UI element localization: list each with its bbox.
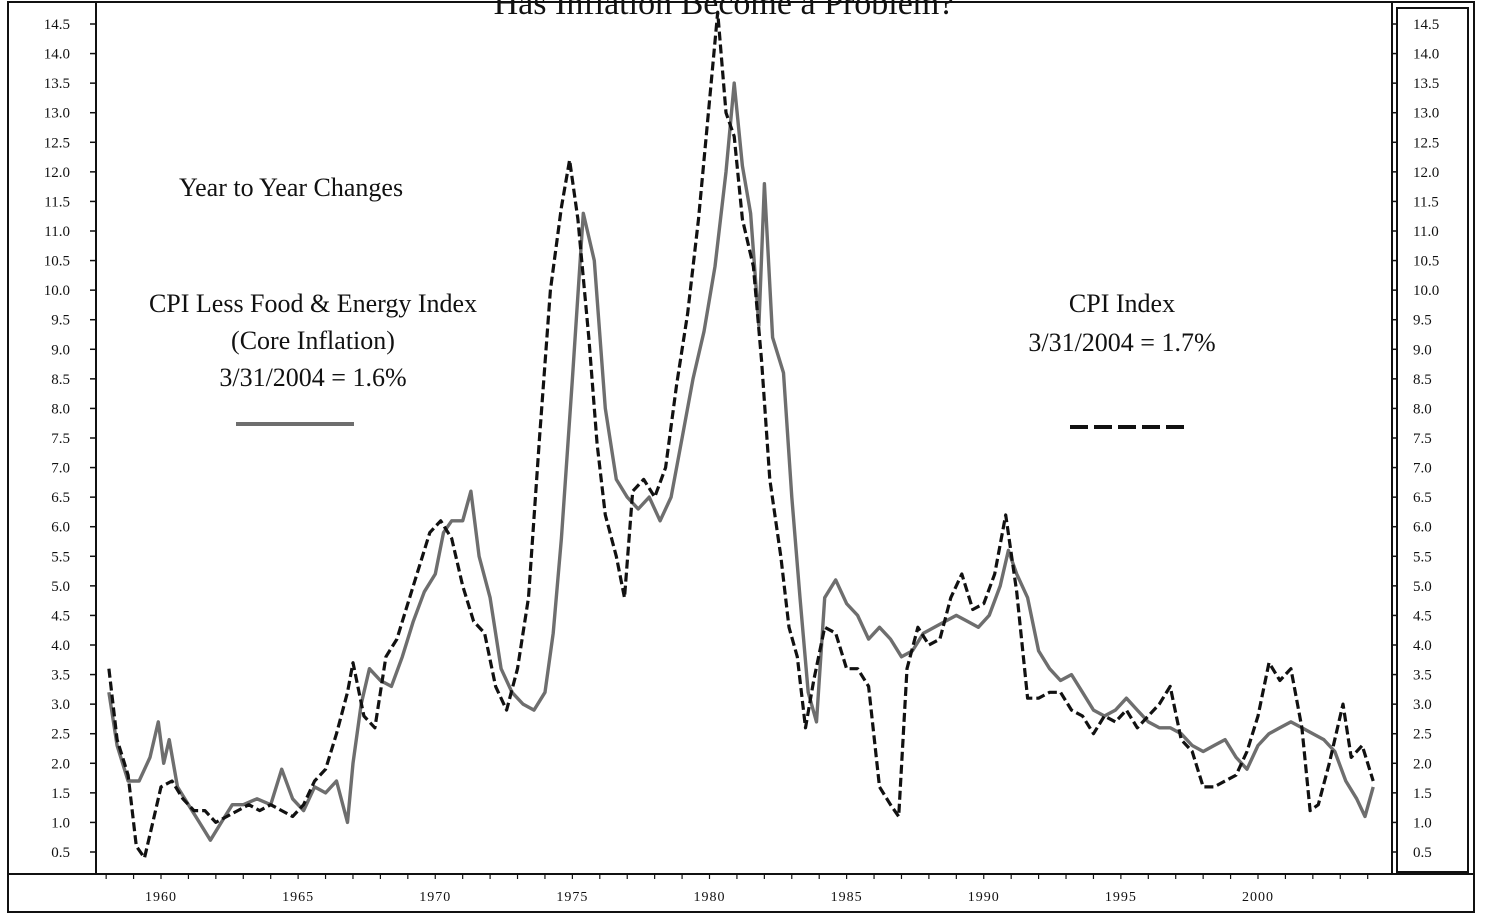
y-left-tick-label: 13.5 [44,76,70,92]
y-left-tick-label: 9.0 [51,342,70,358]
y-left-tick-label: 4.5 [51,608,70,624]
y-right-tick-label: 11.0 [1413,224,1439,240]
x-tick-label: 1960 [145,890,177,905]
y-right-tick-label: 6.0 [1413,520,1432,536]
y-left-tick-label: 4.0 [51,638,70,654]
y-right-tick-label: 5.5 [1413,549,1432,565]
y-right-tick-label: 13.0 [1413,106,1439,122]
annotation-heading: Year to Year Changes [179,173,403,202]
y-axis-right: 14.5 14.0 13.5 13.0 12.5 12.0 11.5 11.0 10.5 10.0… [1392,17,1439,861]
right-axis-box [1396,7,1469,873]
y-right-tick-label: 9.0 [1413,342,1432,358]
x-tick-label: 1985 [831,890,863,905]
y-right-tick-label: 12.5 [1413,135,1439,151]
y-left-tick-label: 3.5 [51,668,70,684]
y-left-tick-label: 14.0 [44,47,70,63]
y-left-tick-label: 6.5 [51,490,70,506]
outer-frame [7,1,1475,913]
y-left-tick-label: 14.5 [44,17,70,33]
y-left-tick-label: 8.5 [51,372,70,388]
y-right-tick-label: 0.5 [1413,845,1432,861]
y-left-tick-label: 2.5 [51,727,70,743]
y-left-tick-label: 11.0 [44,224,70,240]
y-right-tick-label: 11.5 [1413,194,1439,210]
y-left-tick-label: 7.5 [51,431,70,447]
y-right-tick-label: 1.0 [1413,815,1432,831]
y-right-tick-label: 3.5 [1413,668,1432,684]
x-tick-label: 1970 [419,890,451,905]
y-right-tick-label: 10.0 [1413,283,1439,299]
x-tick-label: 1990 [968,890,1000,905]
cpi-label-line1: CPI Index [1069,289,1175,318]
y-left-tick-label: 1.0 [51,815,70,831]
y-left-tick-label: 9.5 [51,313,70,329]
y-right-tick-label: 10.5 [1413,254,1439,270]
y-left-tick-label: 7.0 [51,461,70,477]
y-right-tick-label: 1.5 [1413,786,1432,802]
x-tick-label: 1980 [694,890,726,905]
y-right-tick-label: 13.5 [1413,76,1439,92]
y-left-tick-label: 12.5 [44,135,70,151]
core-series-line [107,81,1375,842]
y-left-tick-label: 3.0 [51,697,70,713]
y-right-tick-label: 9.5 [1413,313,1432,329]
x-tick-label: 1995 [1105,890,1137,905]
core-label-line3: 3/31/2004 = 1.6% [219,363,406,392]
y-left-tick-label: 2.0 [51,756,70,772]
y-left-tick-label: 1.5 [51,786,70,802]
y-right-tick-label: 3.0 [1413,697,1432,713]
y-right-tick-label: 14.5 [1413,17,1439,33]
y-left-tick-label: 12.0 [44,165,70,181]
y-left-tick-label: 8.0 [51,401,70,417]
y-left-tick-label: 13.0 [44,106,70,122]
y-right-tick-label: 4.5 [1413,608,1432,624]
y-left-tick-label: 10.0 [44,283,70,299]
y-left-tick-label: 6.0 [51,520,70,536]
y-right-tick-label: 2.5 [1413,727,1432,743]
y-right-tick-label: 2.0 [1413,756,1432,772]
y-left-tick-label: 5.0 [51,579,70,595]
y-right-tick-label: 4.0 [1413,638,1432,654]
y-right-tick-label: 12.0 [1413,165,1439,181]
y-right-tick-label: 6.5 [1413,490,1432,506]
y-left-tick-label: 10.5 [44,254,70,270]
y-left-tick-label: 0.5 [51,845,70,861]
core-label-line1: CPI Less Food & Energy Index [149,289,477,318]
chart-title: Has Inflation Become a Problem? [494,0,955,22]
y-left-tick-label: 11.5 [44,194,70,210]
series-layer [107,10,1375,860]
y-left-tick-label: 5.5 [51,549,70,565]
y-right-tick-label: 7.5 [1413,431,1432,447]
core-label-line2: (Core Inflation) [231,326,395,355]
y-right-tick-label: 7.0 [1413,461,1432,477]
y-right-tick-label: 5.0 [1413,579,1432,595]
y-right-tick-label: 14.0 [1413,47,1439,63]
x-tick-label: 1975 [556,890,588,905]
x-axis: 1960 1965 1970 1975 1980 1985 1990 1995 2000 [105,874,1369,905]
y-right-tick-label: 8.0 [1413,401,1432,417]
cpi-label-line2: 3/31/2004 = 1.7% [1028,328,1215,357]
y-axis-left: 14.5 14.0 13.5 13.0 12.5 12.0 11.5 11.0 10.5 10.0… [44,17,96,861]
cpi-series-line [107,10,1375,860]
x-tick-label: 2000 [1242,890,1274,905]
y-right-tick-label: 8.5 [1413,372,1432,388]
x-tick-label: 1965 [282,890,314,905]
